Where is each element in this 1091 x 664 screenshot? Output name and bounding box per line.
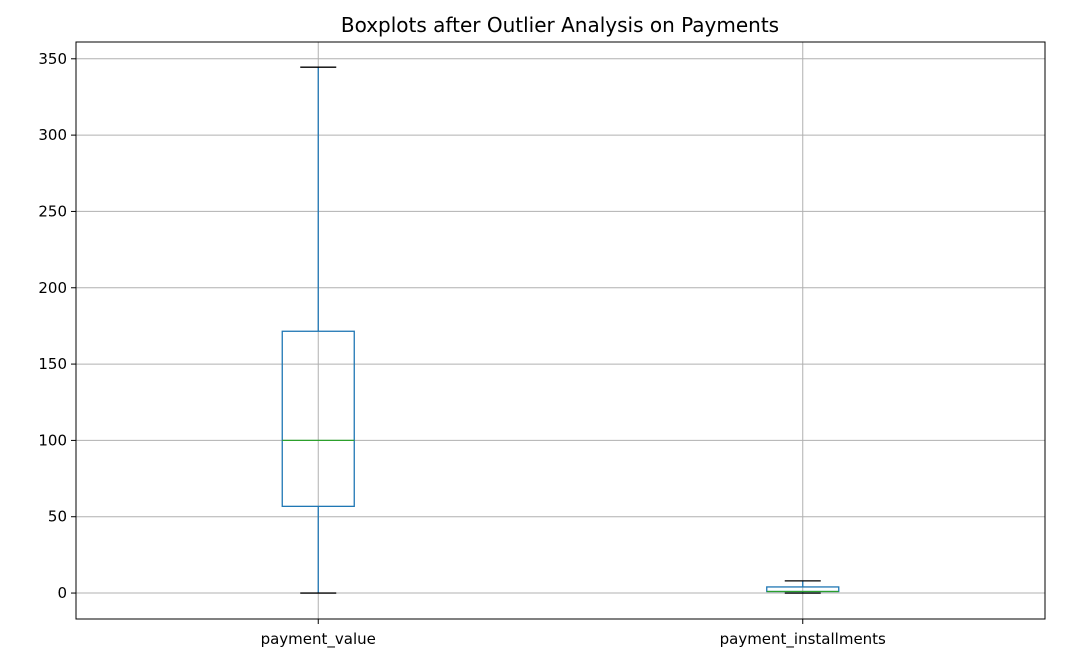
box-layer [281,66,840,594]
x-axis: payment_value payment_installments [261,619,886,649]
x-tick-label: payment_installments [720,630,886,649]
iqr-box [281,330,355,507]
grid-lines [76,42,1045,619]
y-tick-label: 250 [38,202,67,220]
chart-title: Boxplots after Outlier Analysis on Payme… [341,13,779,37]
y-tick-label: 150 [38,355,67,373]
y-tick-label: 350 [38,50,67,68]
y-tick-label: 50 [48,508,67,526]
plot-frame [75,41,1046,620]
y-axis: 0 50 100 150 200 250 300 350 [38,50,76,602]
y-tick-label: 100 [38,431,67,449]
y-tick-label: 0 [57,584,67,602]
y-tick-label: 200 [38,279,67,297]
x-tick-label: payment_value [261,630,376,649]
y-tick-label: 300 [38,126,67,144]
